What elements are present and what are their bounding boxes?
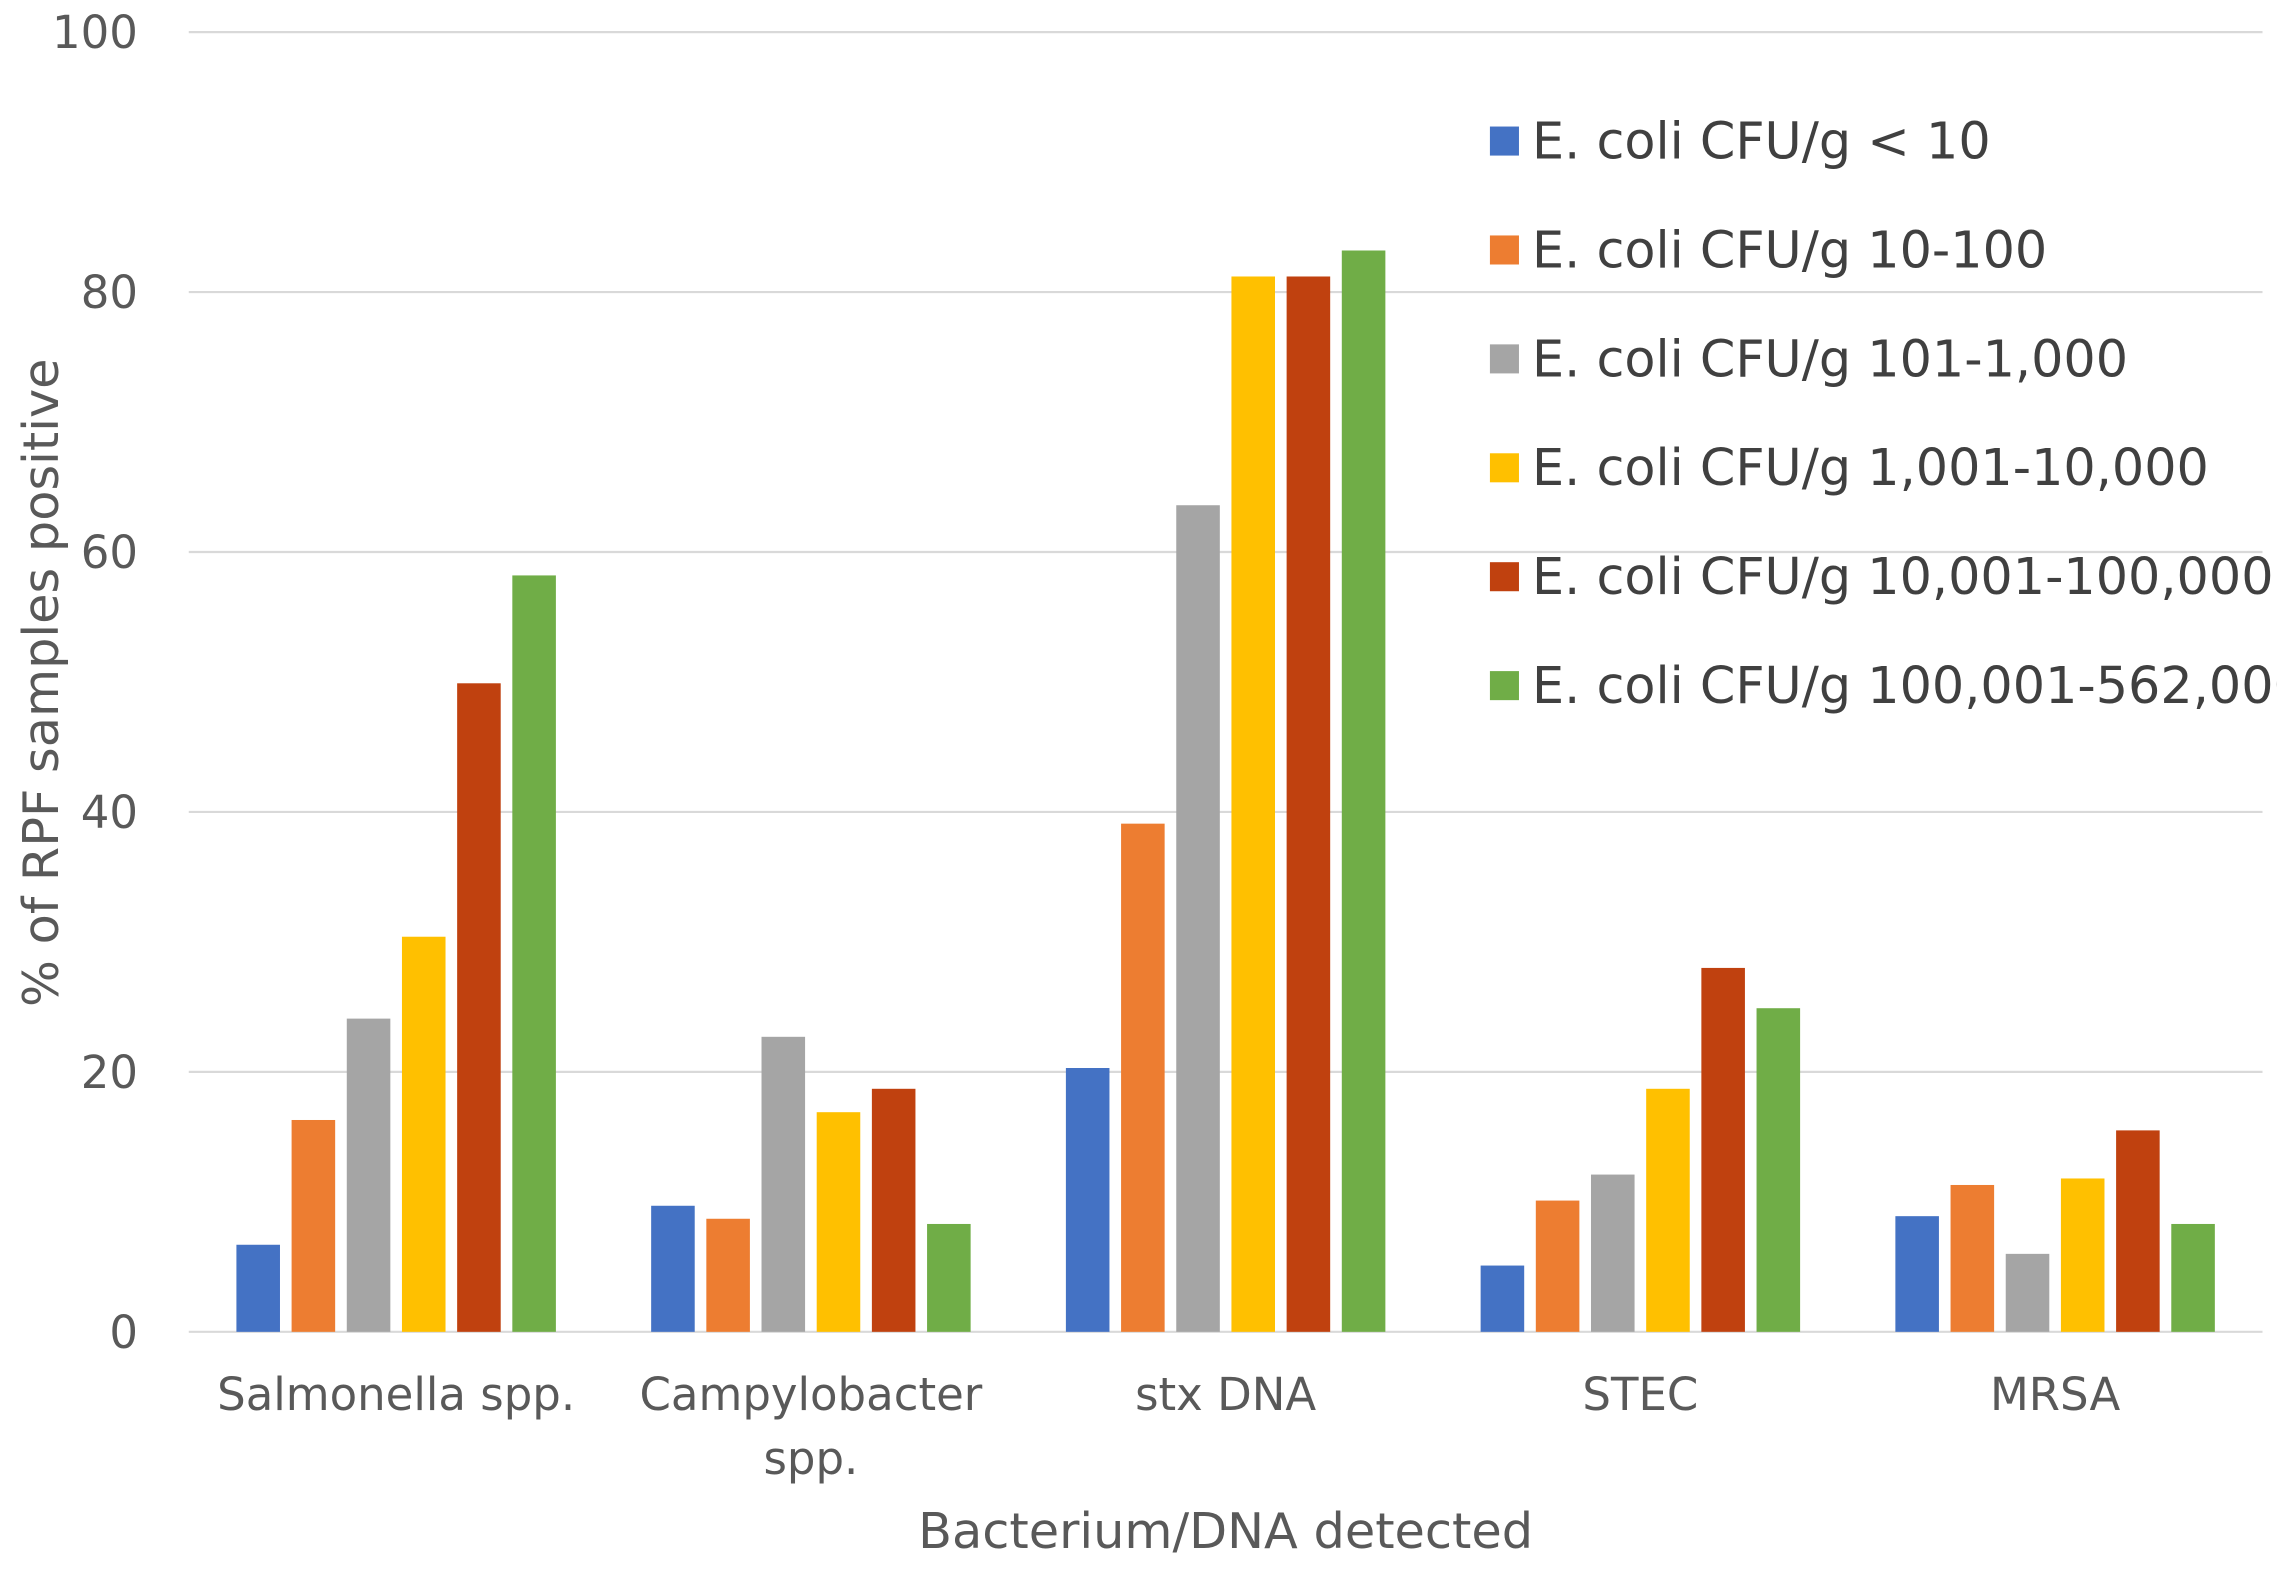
legend-label: E. coli CFU/g 100,001-562,000 xyxy=(1532,656,2277,715)
bar xyxy=(291,1119,336,1332)
y-tick-label: 20 xyxy=(81,1046,138,1099)
bar xyxy=(346,1018,391,1332)
x-axis-title: Bacterium/DNA detected xyxy=(918,1502,1533,1560)
bar xyxy=(457,683,501,1332)
bar xyxy=(1065,1067,1110,1332)
legend-swatch xyxy=(1489,453,1519,483)
bar xyxy=(927,1223,971,1332)
legend-swatch xyxy=(1489,235,1519,265)
bars xyxy=(236,250,2215,1332)
bar xyxy=(706,1218,750,1332)
x-tick-label: STEC xyxy=(1582,1368,1698,1421)
bar xyxy=(236,1244,280,1332)
y-tick-label: 40 xyxy=(81,786,138,839)
x-tick-labels: Salmonella spp. Campylobacter spp. stx DNA S… xyxy=(217,1368,2120,1485)
bar xyxy=(761,1036,806,1332)
legend-swatch xyxy=(1489,126,1519,156)
bar xyxy=(816,1112,861,1332)
bar xyxy=(401,936,446,1332)
legend-swatch xyxy=(1489,671,1519,701)
bar xyxy=(2005,1253,2050,1332)
legend-label: E. coli CFU/g 10,001-100,000 xyxy=(1532,547,2274,606)
x-tick-label: Campylobacter xyxy=(640,1368,983,1421)
bar xyxy=(1341,250,1386,1332)
bar xyxy=(1480,1265,1525,1332)
bar xyxy=(2060,1178,2105,1332)
bar xyxy=(1950,1184,1995,1332)
bar xyxy=(2116,1130,2160,1332)
bar xyxy=(1286,276,1331,1332)
y-tick-label: 100 xyxy=(52,6,138,59)
legend-label: E. coli CFU/g 1,001-10,000 xyxy=(1532,438,2209,497)
bar xyxy=(1121,823,1165,1332)
bar xyxy=(871,1088,916,1332)
legend: E. coli CFU/g < 10 E. coli CFU/g 10-100 E.… xyxy=(1489,111,2277,715)
bar xyxy=(1176,505,1220,1332)
legend-swatch xyxy=(1489,562,1519,592)
x-tick-label: spp. xyxy=(763,1432,858,1485)
bar xyxy=(1895,1216,1939,1332)
legend-label: E. coli CFU/g 10-100 xyxy=(1532,220,2047,279)
bar xyxy=(1646,1088,1690,1332)
y-tick-label: 0 xyxy=(109,1306,138,1359)
bar xyxy=(2171,1223,2215,1332)
bar xyxy=(512,575,556,1332)
legend-label: E. coli CFU/g 101-1,000 xyxy=(1532,329,2128,388)
bar xyxy=(1756,1008,1801,1332)
y-tick-label: 80 xyxy=(81,266,138,319)
bar xyxy=(1231,276,1276,1332)
x-tick-label: MRSA xyxy=(1990,1368,2120,1421)
y-axis-title: % of RPF samples positive xyxy=(12,358,70,1006)
bar xyxy=(1590,1174,1635,1332)
x-tick-label: stx DNA xyxy=(1135,1368,1316,1421)
bar xyxy=(1701,967,1745,1332)
bar xyxy=(1535,1200,1580,1332)
bar xyxy=(651,1205,695,1332)
y-tick-label: 60 xyxy=(81,526,138,579)
y-tick-labels: 0 20 40 60 80 100 xyxy=(52,6,138,1359)
x-tick-label: Salmonella spp. xyxy=(217,1368,575,1421)
legend-label: E. coli CFU/g < 10 xyxy=(1532,111,1991,170)
legend-swatch xyxy=(1489,344,1519,374)
